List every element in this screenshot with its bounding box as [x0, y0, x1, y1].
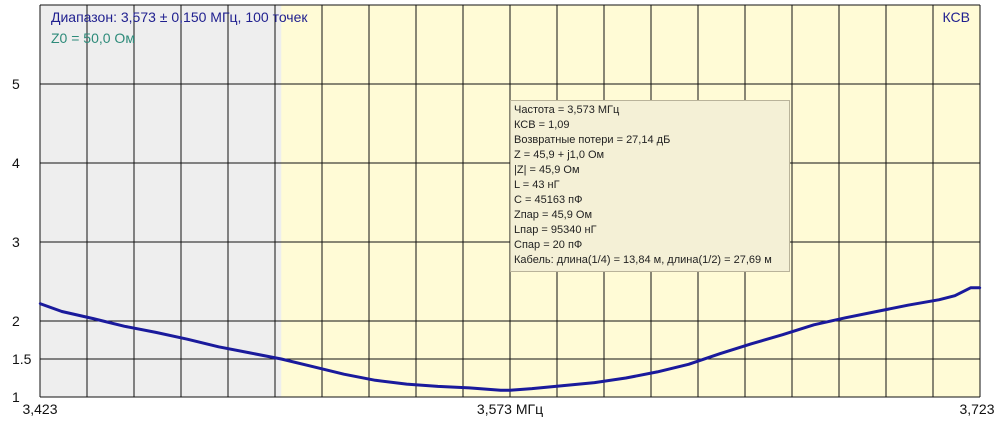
info-impedance-magnitude: |Z| = 45,9 Ом — [514, 164, 580, 176]
swr-data-point — [906, 304, 910, 307]
chart-mode-label: КСВ — [942, 9, 970, 25]
x-tick-label: 3,723 — [959, 401, 994, 417]
info-parallel-impedance: Zпар = 45,9 Ом — [514, 209, 593, 221]
y-tick-label: 3 — [12, 234, 20, 250]
swr-data-point — [656, 370, 659, 374]
swr-trace-line — [39, 286, 980, 392]
swr-data-point — [436, 385, 440, 388]
swr-data-point — [562, 384, 565, 387]
swr-data-point — [969, 286, 972, 290]
info-cable-length: Кабель: длина(1/4) = 13,84 м, длина(1/2)… — [514, 254, 772, 266]
shaded-region — [40, 5, 282, 397]
info-return-loss: Возвратные потери = 27,14 дБ — [514, 134, 671, 146]
swr-data-point — [953, 294, 957, 297]
swr-trace-points — [38, 286, 982, 392]
swr-data-point — [687, 363, 690, 366]
grid — [39, 4, 981, 398]
swr-data-point — [593, 381, 596, 384]
swr-data-point — [60, 310, 64, 313]
swr-data-point — [978, 286, 982, 290]
swr-data-point — [718, 352, 722, 355]
swr-data-point — [154, 331, 158, 334]
swr-data-point — [186, 338, 189, 341]
y-tick-label: 5 — [12, 76, 20, 92]
swr-data-point — [750, 342, 753, 345]
swr-data-point — [311, 365, 314, 368]
swr-data-point — [499, 388, 502, 392]
swr-data-point — [405, 382, 408, 386]
info-inductance: L = 43 нГ — [514, 179, 560, 191]
swr-data-point — [123, 325, 126, 328]
info-impedance: Z = 45,9 + j1,0 Ом — [514, 149, 605, 161]
z0-label: Z0 = 50,0 Ом — [51, 30, 135, 46]
y-tick-label: 2 — [12, 313, 20, 329]
marker-info-box: Частота = 3,573 МГц КСВ = 1,09 Возвратны… — [510, 100, 790, 272]
info-capacitance: C = 45163 пФ — [514, 194, 583, 206]
swr-data-point — [624, 376, 628, 380]
swr-data-point — [468, 386, 471, 390]
y-axis-ticks: 1 1.5 2 3 4 5 — [12, 76, 32, 405]
swr-data-point — [781, 333, 784, 336]
x-tick-label: 3,573 МГц — [477, 401, 543, 417]
swr-data-point — [217, 345, 220, 349]
info-parallel-inductance: Lпар = 95340 нГ — [514, 224, 597, 236]
swr-data-point — [530, 387, 534, 390]
x-axis-ticks: 3,423 3,573 МГц 3,723 — [22, 401, 994, 417]
range-label: Диапазон: 3,573 ± 0,150 МГц, 100 точек — [51, 9, 308, 25]
y-tick-label: 1 — [12, 389, 20, 405]
swr-data-point — [938, 298, 941, 301]
swr-data-point — [374, 379, 377, 382]
swr-data-point — [875, 310, 878, 313]
x-tick-label: 3,423 — [22, 401, 57, 417]
info-swr: КСВ = 1,09 — [514, 119, 570, 131]
y-tick-label: 1.5 — [12, 351, 32, 367]
swr-data-point — [38, 302, 42, 305]
swr-data-point — [844, 316, 847, 320]
info-frequency: Частота = 3,573 МГц — [514, 104, 620, 116]
y-tick-label: 4 — [12, 155, 20, 171]
swr-data-point — [508, 388, 512, 392]
swr-data-point — [812, 323, 816, 326]
info-parallel-capacitance: Cпар = 20 пФ — [514, 239, 583, 251]
swr-data-point — [280, 357, 283, 361]
swr-data-point — [92, 317, 95, 320]
swr-data-point — [248, 351, 252, 355]
swr-data-point — [342, 373, 346, 376]
